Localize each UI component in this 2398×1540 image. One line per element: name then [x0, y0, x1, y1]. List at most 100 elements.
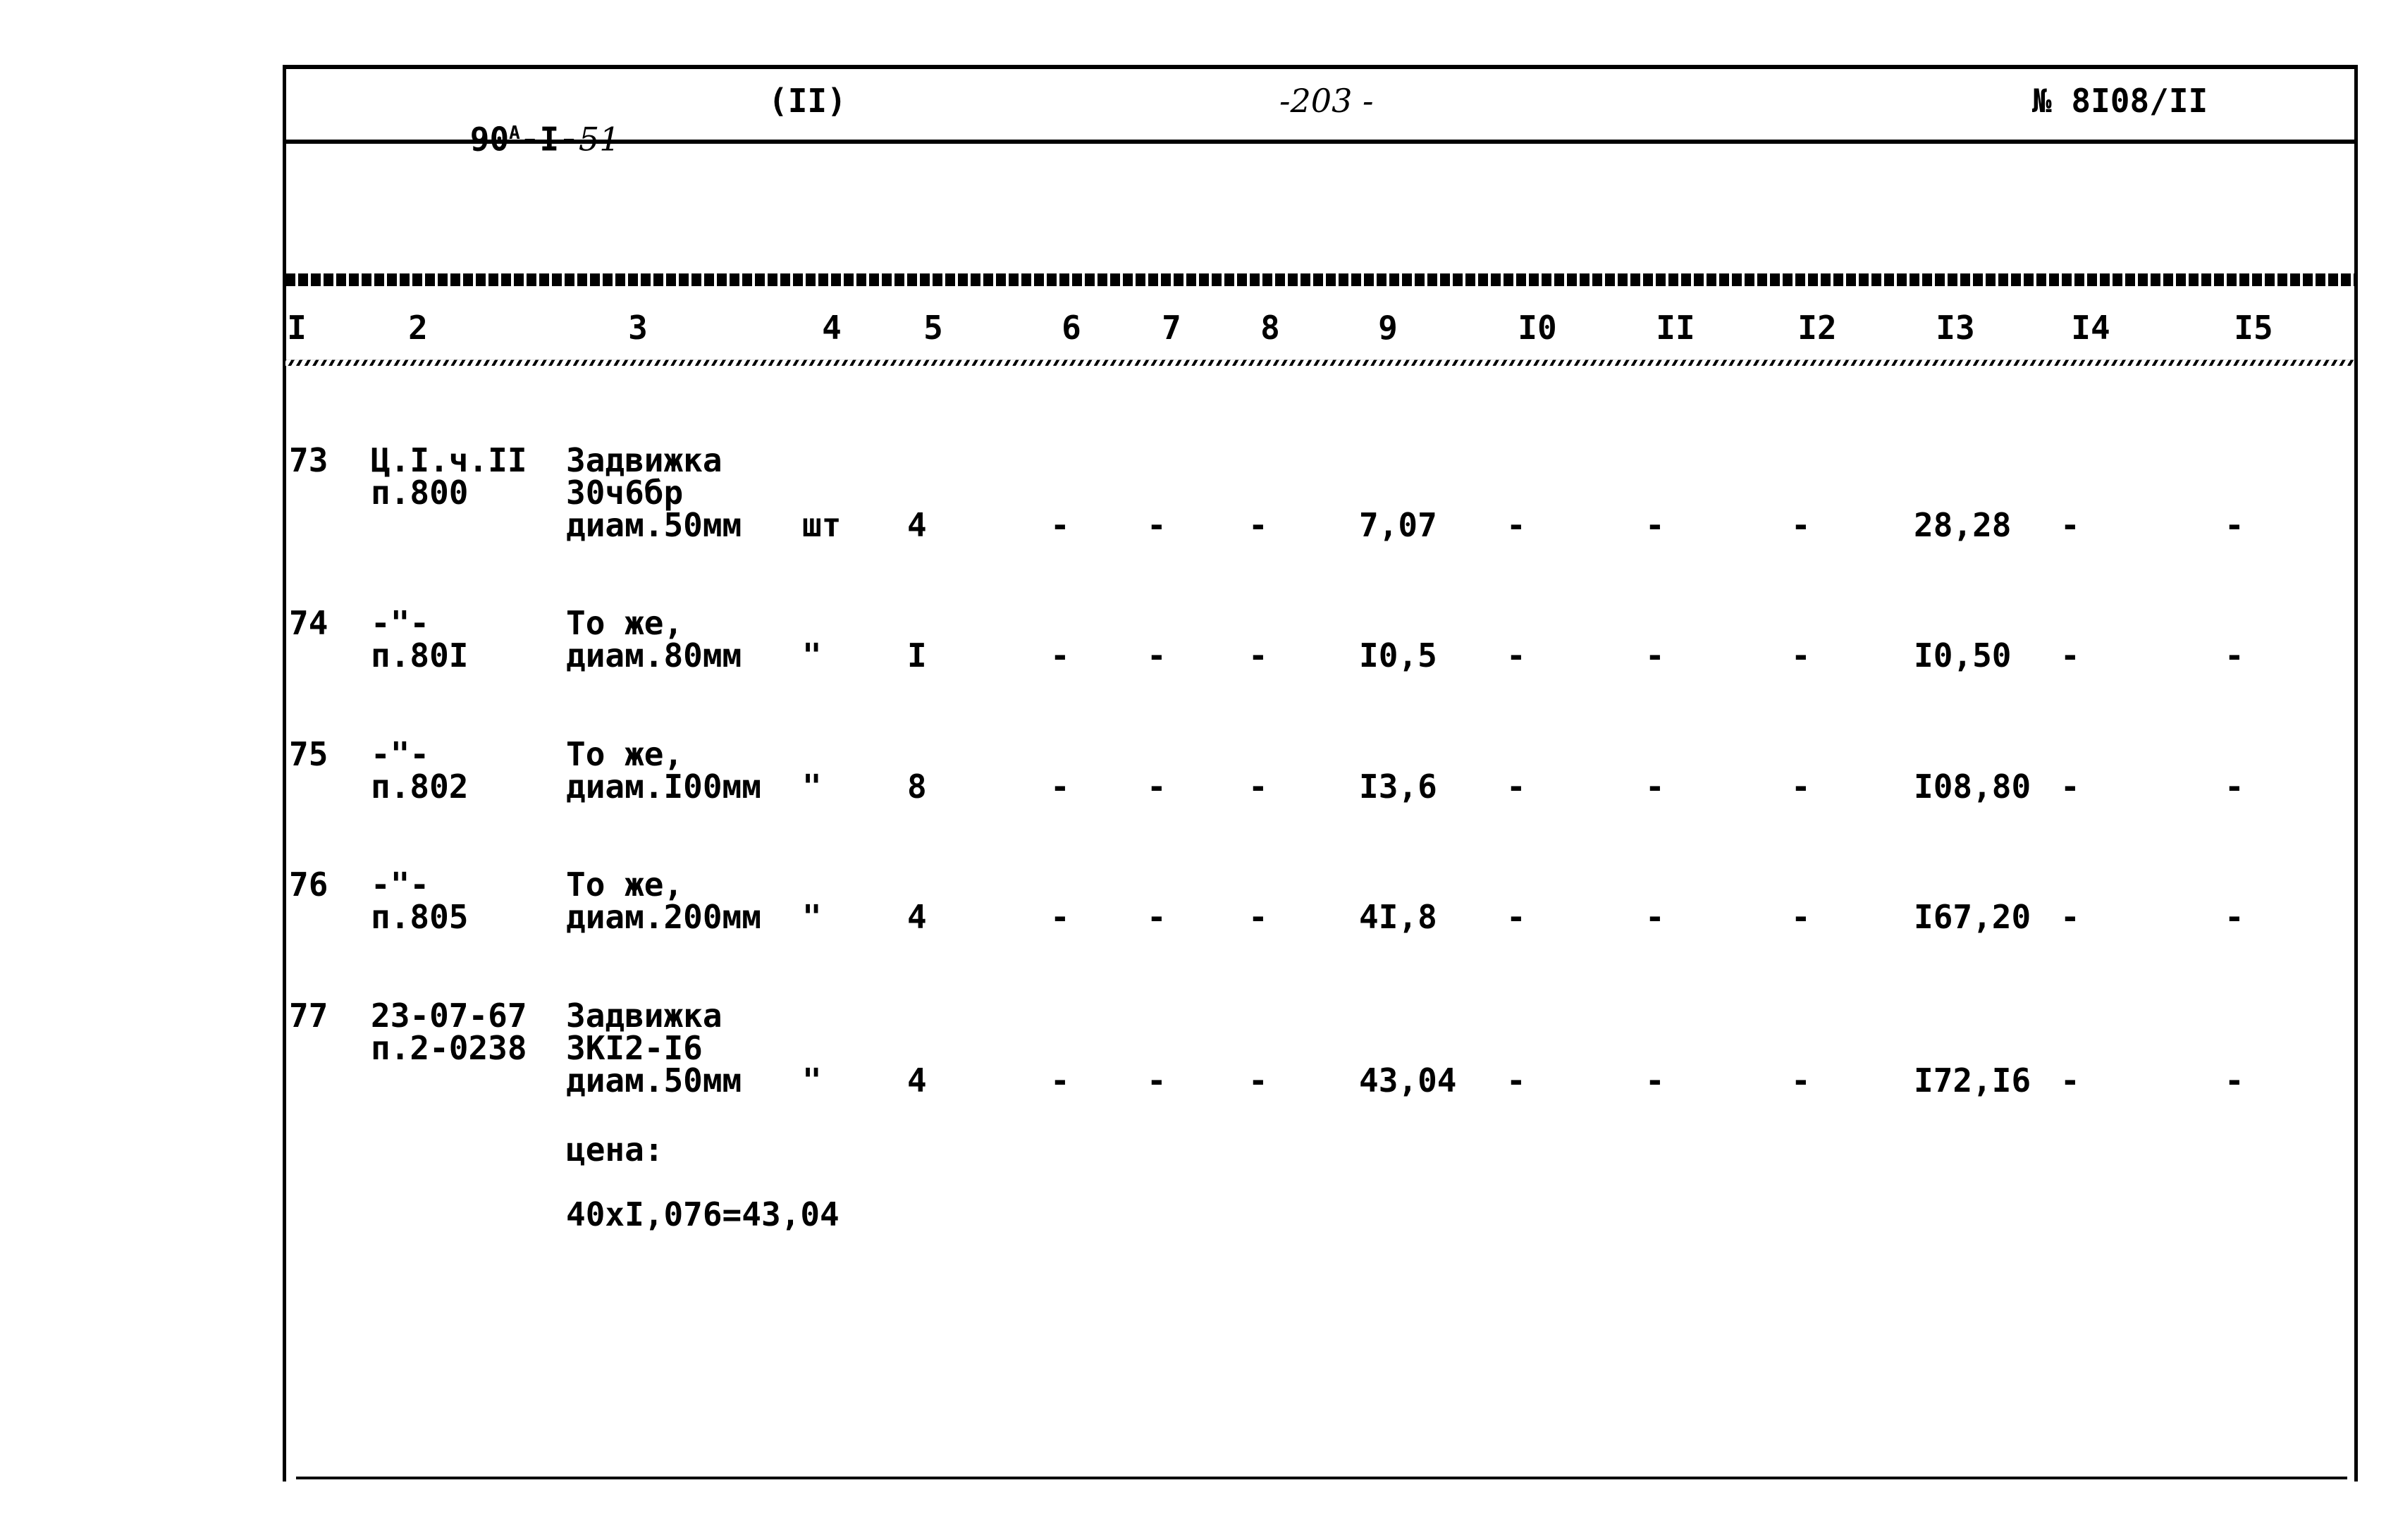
- row-cell-c15: -: [2225, 898, 2244, 936]
- row-cell-c15: -: [2225, 768, 2244, 806]
- row-code: Ц.I.ч.II: [371, 441, 527, 479]
- price-calculation: 40хI,076=43,04: [566, 1195, 840, 1233]
- row-cell-c15: -: [2225, 1061, 2244, 1099]
- header-divider: [284, 140, 2358, 144]
- row-description: 30ч6бр: [566, 474, 684, 512]
- header-part: (II): [768, 82, 847, 120]
- column-number-2: 2: [408, 309, 428, 347]
- series-superscript: A: [509, 123, 520, 144]
- row-cell-c9: I0,5: [1359, 636, 1437, 674]
- column-number-5: 5: [923, 309, 943, 347]
- row-cell-c7: -: [1147, 506, 1167, 544]
- row-quantity: I: [907, 636, 927, 674]
- row-quantity: 8: [907, 768, 927, 806]
- row-code: п.80I: [371, 636, 469, 674]
- row-description: 3КI2-I6: [566, 1029, 703, 1067]
- row-cell-c8: -: [1248, 506, 1268, 544]
- series-mid: -I-: [519, 120, 579, 159]
- row-cell-c11: -: [1645, 506, 1665, 544]
- row-description: То же,: [566, 866, 684, 904]
- row-cell-c14: -: [2060, 1061, 2080, 1099]
- row-cell-c6: -: [1050, 898, 1070, 936]
- column-number-11: II: [1656, 309, 1695, 347]
- row-cell-c14: -: [2060, 636, 2080, 674]
- column-number-15: I5: [2234, 309, 2273, 347]
- row-cell-c7: -: [1147, 898, 1167, 936]
- row-description: диам.200мм: [566, 898, 761, 936]
- row-number: 76: [289, 866, 328, 904]
- row-cell-c8: -: [1248, 1061, 1268, 1099]
- row-cell-c6: -: [1050, 636, 1070, 674]
- row-cell-c9: 43,04: [1359, 1061, 1457, 1099]
- header-document-number: № 8I08/II: [2032, 82, 2208, 120]
- row-code: п.802: [371, 768, 469, 806]
- row-cell-c13: I67,20: [1914, 898, 2031, 936]
- row-cell-c13: 28,28: [1914, 506, 2012, 544]
- column-number-6: 6: [1062, 309, 1081, 347]
- row-cell-c11: -: [1645, 898, 1665, 936]
- column-number-3: 3: [628, 309, 648, 347]
- row-cell-c6: -: [1050, 768, 1070, 806]
- column-number-9: 9: [1378, 309, 1398, 347]
- row-cell-c11: -: [1645, 636, 1665, 674]
- row-cell-c6: -: [1050, 506, 1070, 544]
- column-number-10: I0: [1518, 309, 1557, 347]
- row-cell-c15: -: [2225, 636, 2244, 674]
- row-number: 73: [289, 441, 328, 479]
- row-quantity: 4: [907, 898, 927, 936]
- column-number-8: 8: [1260, 309, 1280, 347]
- row-cell-c12: -: [1791, 1061, 1811, 1099]
- row-cell-c7: -: [1147, 636, 1167, 674]
- bottom-border: [296, 1477, 2347, 1479]
- row-unit: шт: [802, 506, 842, 544]
- dash-separator: [285, 273, 2354, 286]
- row-cell-c8: -: [1248, 898, 1268, 936]
- row-cell-c13: I0,50: [1914, 636, 2012, 674]
- row-quantity: 4: [907, 1061, 927, 1099]
- row-cell-c9: 4I,8: [1359, 898, 1437, 936]
- row-description: диам.50мм: [566, 506, 742, 544]
- column-number-4: 4: [822, 309, 842, 347]
- row-cell-c9: I3,6: [1359, 768, 1437, 806]
- row-cell-c10: -: [1506, 898, 1526, 936]
- column-number-1: I: [287, 309, 307, 347]
- row-cell-c11: -: [1645, 1061, 1665, 1099]
- price-label: цена:: [566, 1131, 664, 1169]
- row-unit: ": [802, 898, 822, 936]
- header-page-number: -203 -: [1279, 82, 1374, 120]
- row-cell-c7: -: [1147, 1061, 1167, 1099]
- row-description: диам.50мм: [566, 1061, 742, 1099]
- row-unit: ": [802, 636, 822, 674]
- row-cell-c14: -: [2060, 898, 2080, 936]
- row-cell-c14: -: [2060, 768, 2080, 806]
- row-cell-c15: -: [2225, 506, 2244, 544]
- row-description: Задвижка: [566, 997, 723, 1035]
- row-unit: ": [802, 768, 822, 806]
- row-cell-c7: -: [1147, 768, 1167, 806]
- row-description: То же,: [566, 735, 684, 773]
- row-description: То же,: [566, 604, 684, 642]
- row-description: диам.I00мм: [566, 768, 761, 806]
- column-number-13: I3: [1936, 309, 1975, 347]
- series-handwritten: 51: [578, 120, 620, 159]
- row-cell-c13: I08,80: [1914, 768, 2031, 806]
- row-code: -"-: [371, 866, 430, 904]
- row-cell-c12: -: [1791, 506, 1811, 544]
- row-cell-c10: -: [1506, 1061, 1526, 1099]
- row-cell-c12: -: [1791, 898, 1811, 936]
- row-number: 75: [289, 735, 328, 773]
- row-cell-c6: -: [1050, 1061, 1070, 1099]
- row-unit: ": [802, 1061, 822, 1099]
- left-border: [283, 65, 286, 1482]
- row-cell-c11: -: [1645, 768, 1665, 806]
- row-cell-c13: I72,I6: [1914, 1061, 2031, 1099]
- wavy-separator: [285, 359, 2354, 366]
- row-code: -"-: [371, 604, 430, 642]
- series-number: 90: [469, 120, 510, 159]
- row-cell-c10: -: [1506, 768, 1526, 806]
- row-code: п.805: [371, 898, 469, 936]
- row-description: диам.80мм: [566, 636, 742, 674]
- row-cell-c14: -: [2060, 506, 2080, 544]
- row-code: -"-: [371, 735, 430, 773]
